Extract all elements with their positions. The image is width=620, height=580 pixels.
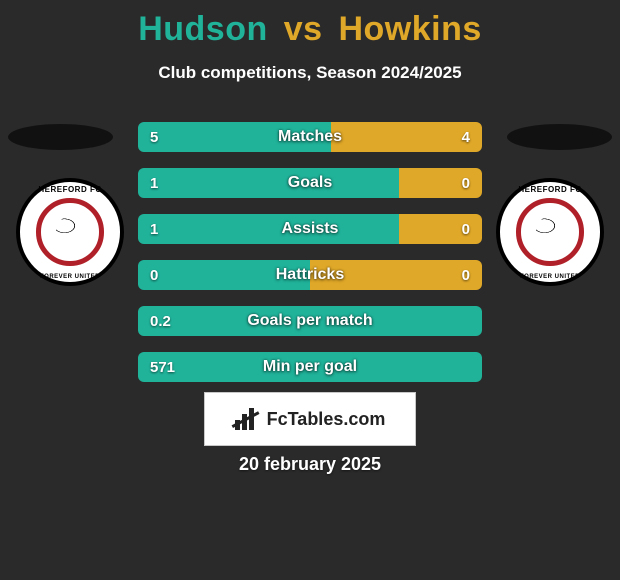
stat-segment-left	[138, 168, 399, 198]
stat-segment-right	[331, 122, 482, 152]
stat-segment-right	[399, 168, 482, 198]
date-text: 20 february 2025	[0, 454, 620, 475]
vs-text: vs	[284, 10, 323, 48]
stat-segment-left	[138, 122, 331, 152]
stat-row: Hattricks00	[138, 260, 482, 290]
crest-text-top: HEREFORD FC	[500, 185, 599, 194]
brand-badge: FcTables.com	[204, 392, 416, 446]
stat-segment-left	[138, 260, 310, 290]
club-crest-left: HEREFORD FC FOREVER UNITED	[16, 178, 124, 286]
player-right-name: Howkins	[338, 10, 481, 48]
stat-segment-left	[138, 352, 482, 382]
stat-segment-right	[310, 260, 482, 290]
player-right-shadow	[507, 124, 612, 150]
comparison-title: Hudson vs Howkins	[0, 0, 620, 49]
stat-row: Matches54	[138, 122, 482, 152]
stat-segment-right	[399, 214, 482, 244]
crest-bull-icon	[47, 214, 93, 246]
stat-row: Goals per match0.2	[138, 306, 482, 336]
crest-text-bottom: FOREVER UNITED	[500, 274, 599, 280]
crest-text-bottom: FOREVER UNITED	[20, 274, 119, 280]
stats-bars: Matches54 Goals10 Assists10 Hattricks00 Goal…	[138, 122, 482, 398]
stat-segment-left	[138, 214, 399, 244]
stat-row: Goals10	[138, 168, 482, 198]
player-left-shadow	[8, 124, 113, 150]
player-left-name: Hudson	[138, 10, 268, 48]
brand-chart-icon	[235, 408, 261, 430]
stat-row: Min per goal571	[138, 352, 482, 382]
subtitle: Club competitions, Season 2024/2025	[0, 63, 620, 83]
club-crest-right: HEREFORD FC FOREVER UNITED	[496, 178, 604, 286]
crest-bull-icon	[527, 214, 573, 246]
stat-row: Assists10	[138, 214, 482, 244]
stat-segment-left	[138, 306, 482, 336]
brand-text: FcTables.com	[267, 409, 386, 430]
crest-text-top: HEREFORD FC	[20, 185, 119, 194]
